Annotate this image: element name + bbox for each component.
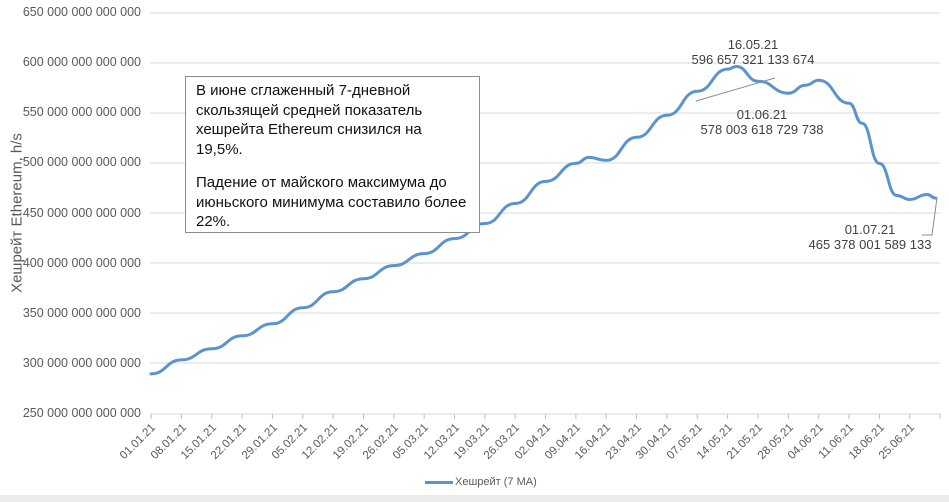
annotation-june1-value: 578 003 618 729 738 [700, 122, 824, 137]
note-paragraph-1: В июне сглаженный 7-дневной скользящей с… [196, 82, 423, 158]
leader-line-0106 [695, 77, 776, 102]
annotation-peak-date: 16.05.21 [727, 37, 779, 52]
legend-label: Хешрейт (7 MA) [455, 476, 537, 488]
y-tick-label: 350 000 000 000 000 [22, 305, 141, 320]
leader-line-0107 [922, 197, 938, 236]
note-paragraph-2: Падение от майского максимума до июньско… [196, 174, 467, 230]
annotation-june1: 01.06.21 578 003 618 729 738 [692, 107, 832, 137]
y-tick-label: 550 000 000 000 000 [22, 105, 141, 120]
y-tick-label: 600 000 000 000 000 [22, 55, 141, 70]
hashrate-line [149, 65, 938, 376]
legend: Хешрейт (7 MA) [425, 476, 537, 488]
y-axis-title: Хешрейт Ethereum, h/s [8, 133, 26, 293]
legend-line-swatch [425, 480, 453, 484]
annotation-textbox: В июне сглаженный 7-дневной скользящей с… [185, 76, 480, 233]
y-tick-label: 450 000 000 000 000 [22, 205, 141, 220]
annotation-june1-date: 01.06.21 [736, 107, 788, 122]
annotation-peak-value: 596 657 321 133 674 [691, 52, 815, 67]
y-tick-label: 500 000 000 000 000 [22, 155, 141, 170]
annotation-july1-value: 465 378 001 589 133 [808, 237, 932, 252]
y-tick-label: 300 000 000 000 000 [22, 355, 141, 370]
annotation-july1-date: 01.07.21 [844, 222, 896, 237]
annotation-peak: 16.05.21 596 657 321 133 674 [683, 37, 823, 67]
annotation-july1: 01.07.21 465 378 001 589 133 [800, 222, 940, 252]
y-tick-label: 650 000 000 000 000 [22, 5, 141, 19]
y-tick-label: 250 000 000 000 000 [22, 406, 141, 420]
y-tick-label: 400 000 000 000 000 [22, 255, 141, 270]
